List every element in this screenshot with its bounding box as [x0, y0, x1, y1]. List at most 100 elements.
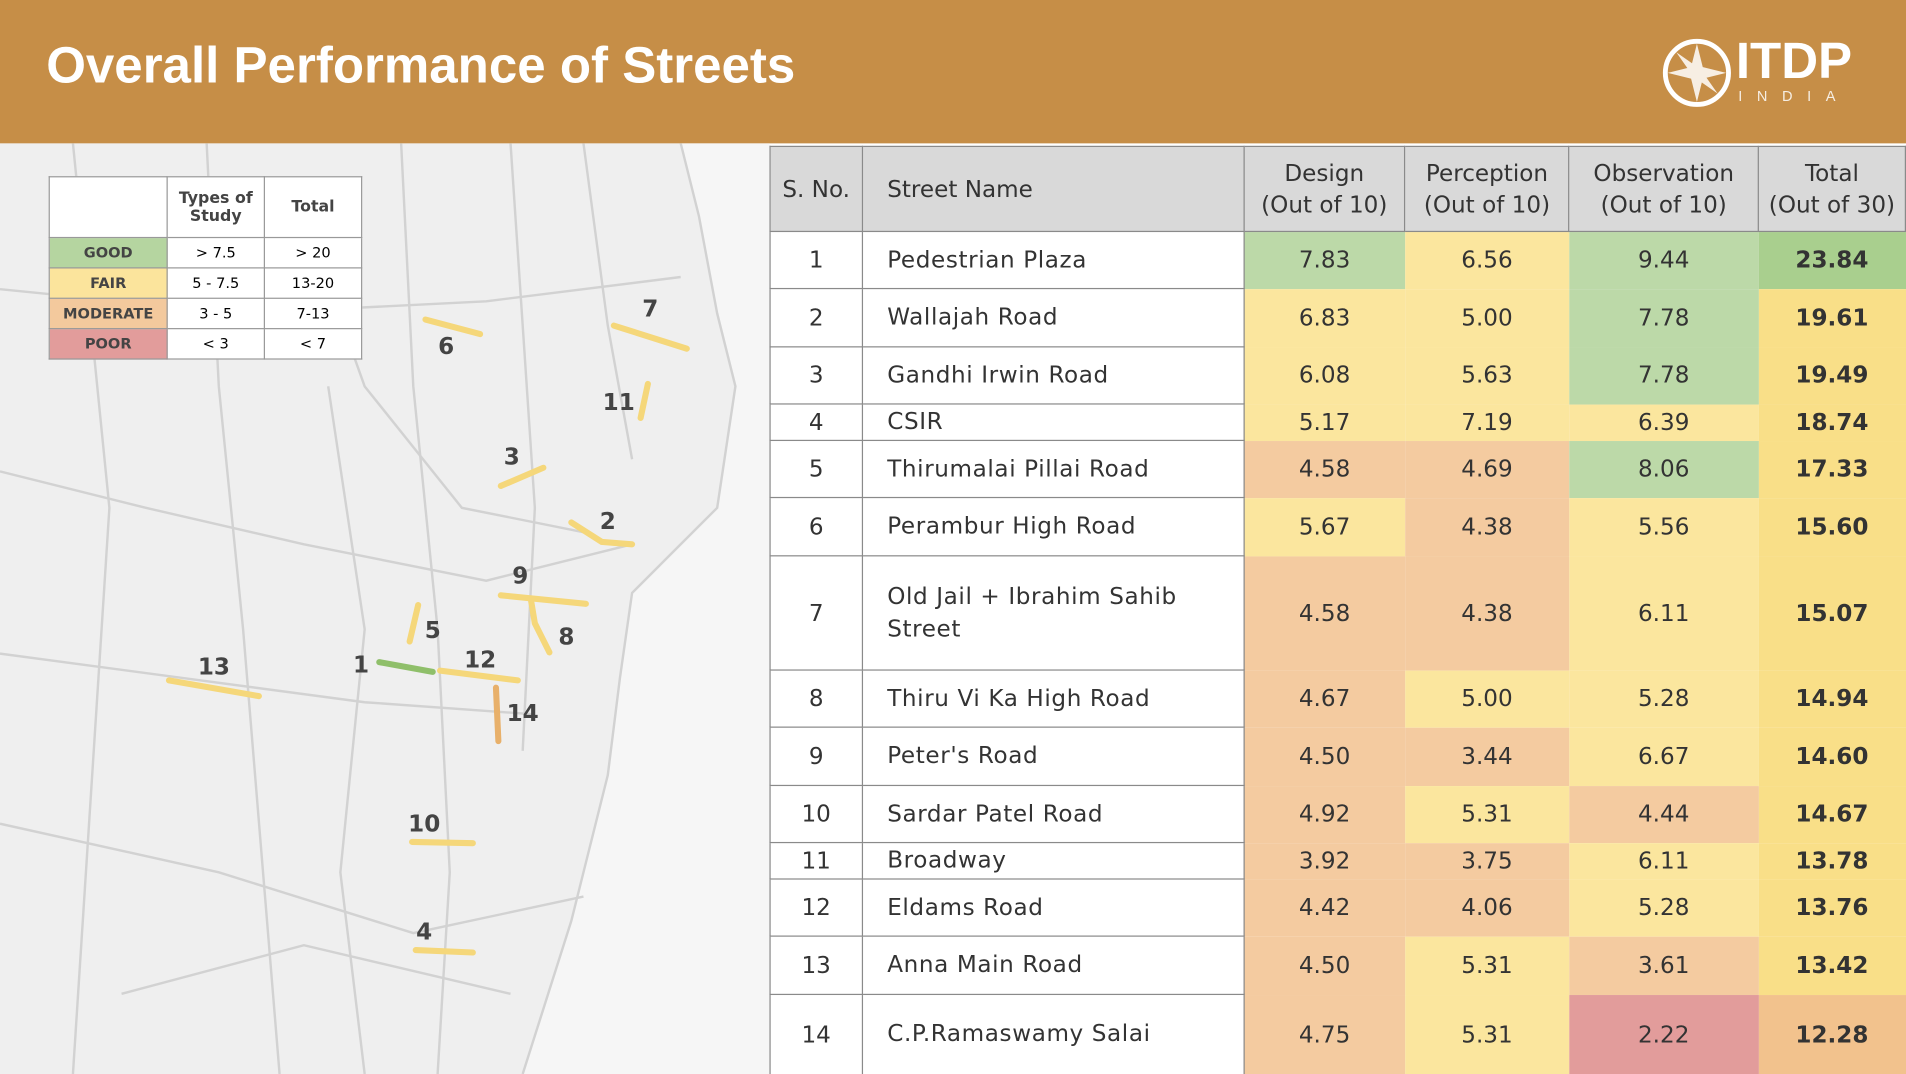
legend-total: 13-20: [263, 267, 363, 299]
score-cell: 4.06: [1404, 879, 1569, 937]
legend-row: FAIR 5 - 7.5 13-20: [48, 267, 363, 299]
map-label: 10: [408, 811, 440, 837]
score-cell: 5.17: [1243, 403, 1405, 441]
table-row: 13 Anna Main Road 4.50 5.31 3.61 13.42: [769, 935, 1906, 996]
score-cell: 19.49: [1758, 346, 1906, 404]
title: Overall Performance of Streets: [46, 36, 796, 94]
score-cell: 4.50: [1243, 727, 1405, 786]
legend-total: > 20: [263, 236, 363, 269]
score-cell: 4.44: [1568, 785, 1759, 843]
serial-number: 3: [769, 346, 863, 405]
street-name: Peter's Road: [861, 726, 1245, 787]
column-header: Total (Out of 30): [1757, 145, 1906, 233]
street-name: Thiru Vi Ka High Road: [861, 669, 1245, 728]
score-cell: 7.78: [1568, 288, 1759, 347]
legend-study: 5 - 7.5: [166, 267, 265, 299]
legend-rating: POOR: [48, 328, 168, 360]
score-cell: 5.00: [1404, 288, 1569, 347]
legend-rating: FAIR: [48, 267, 168, 299]
legend-header-row: Types of Study Total: [48, 176, 363, 239]
street-segment: [610, 322, 690, 352]
score-cell: 7.78: [1568, 346, 1759, 404]
score-cell: 14.94: [1758, 670, 1906, 728]
street-segment: [409, 838, 476, 847]
map-label: 14: [507, 701, 539, 727]
map-label: 3: [504, 445, 520, 471]
score-cell: 4.92: [1243, 785, 1405, 843]
score-cell: 5.56: [1568, 497, 1759, 556]
street-segment: [528, 598, 553, 656]
legend-total: 7-13: [263, 297, 363, 330]
score-cell: 14.60: [1758, 727, 1906, 786]
logo-text: ITDP: [1735, 31, 1853, 89]
map-label: 9: [512, 564, 528, 590]
score-cell: 4.69: [1404, 440, 1569, 498]
score-cell: 4.38: [1404, 555, 1569, 671]
score-cell: 13.78: [1758, 842, 1906, 880]
score-cell: 4.38: [1404, 497, 1569, 556]
serial-number: 11: [769, 841, 863, 880]
street-name: Gandhi Irwin Road: [861, 346, 1245, 405]
column-header: Street Name: [861, 145, 1245, 233]
street-segment: [406, 601, 422, 645]
legend-table: Types of Study Total GOOD > 7.5 > 20 FAIR 5 - …: [48, 176, 363, 360]
legend-study: > 7.5: [166, 236, 265, 269]
street-name: Sardar Patel Road: [861, 784, 1245, 844]
table-row: 1 Pedestrian Plaza 7.83 6.56 9.44 23.84: [769, 230, 1906, 290]
serial-number: 6: [769, 496, 863, 557]
street-name: CSIR: [861, 403, 1245, 442]
map-label: 7: [642, 296, 658, 322]
table-row: 7 Old Jail + Ibrahim Sahib Street 4.58 4.38…: [769, 555, 1906, 671]
serial-number: 12: [769, 878, 863, 937]
column-header: S. No.: [769, 145, 863, 233]
street-segment: [376, 659, 436, 675]
score-cell: 5.63: [1404, 346, 1569, 404]
map-label: 13: [198, 655, 230, 681]
street-segment: [436, 667, 521, 684]
map-label: 11: [603, 390, 635, 416]
score-cell: 5.67: [1243, 497, 1405, 556]
legend-header: Types of Study: [166, 176, 265, 239]
score-cell: 9.44: [1568, 231, 1759, 289]
score-cell: 5.28: [1568, 879, 1759, 937]
score-cell: 5.28: [1568, 670, 1759, 728]
table-row: 5 Thirumalai Pillai Road 4.58 4.69 8.06 17.33: [769, 439, 1906, 499]
column-header: Observation (Out of 10): [1568, 145, 1760, 233]
score-cell: 4.58: [1243, 440, 1405, 498]
table-header-row: S. No. Street Name Design (Out of 10) Perce…: [769, 145, 1906, 233]
legend-header: Total: [263, 176, 363, 239]
street-segment: [492, 684, 502, 745]
serial-number: 13: [769, 935, 863, 996]
score-cell: 4.50: [1243, 936, 1405, 995]
score-cell: 5.31: [1404, 994, 1569, 1074]
column-header: Design (Out of 10): [1242, 145, 1406, 233]
table-row: 9 Peter's Road 4.50 3.44 6.67 14.60: [769, 726, 1906, 787]
legend-study: 3 - 5: [166, 297, 265, 330]
street-name: C.P.Ramaswamy Salai: [861, 993, 1245, 1074]
score-cell: 18.74: [1758, 403, 1906, 441]
table-row: 6 Perambur High Road 5.67 4.38 5.56 15.60: [769, 496, 1906, 557]
table-row: 14 C.P.Ramaswamy Salai 4.75 5.31 2.22 12.28: [769, 993, 1906, 1074]
logo-subtext: INDIA: [1738, 87, 1851, 105]
score-cell: 7.19: [1404, 403, 1569, 441]
score-cell: 6.39: [1568, 403, 1759, 441]
score-cell: 13.42: [1758, 936, 1906, 995]
score-cell: 6.11: [1568, 555, 1759, 671]
serial-number: 14: [769, 993, 863, 1074]
header-bar: Overall Performance of Streets ITDP INDI…: [0, 0, 1906, 144]
score-cell: 4.75: [1243, 994, 1405, 1074]
map-label: 6: [438, 334, 454, 360]
map-label: 4: [416, 920, 432, 946]
serial-number: 4: [769, 403, 863, 442]
map-label: 8: [558, 624, 574, 650]
table-row: 3 Gandhi Irwin Road 6.08 5.63 7.78 19.49: [769, 346, 1906, 405]
score-cell: 12.28: [1758, 994, 1906, 1074]
street-name: Broadway: [861, 841, 1245, 880]
column-header: Perception (Out of 10): [1404, 145, 1570, 233]
score-cell: 8.06: [1568, 440, 1759, 498]
street-name: Wallajah Road: [861, 287, 1245, 348]
street-name: Eldams Road: [861, 878, 1245, 937]
